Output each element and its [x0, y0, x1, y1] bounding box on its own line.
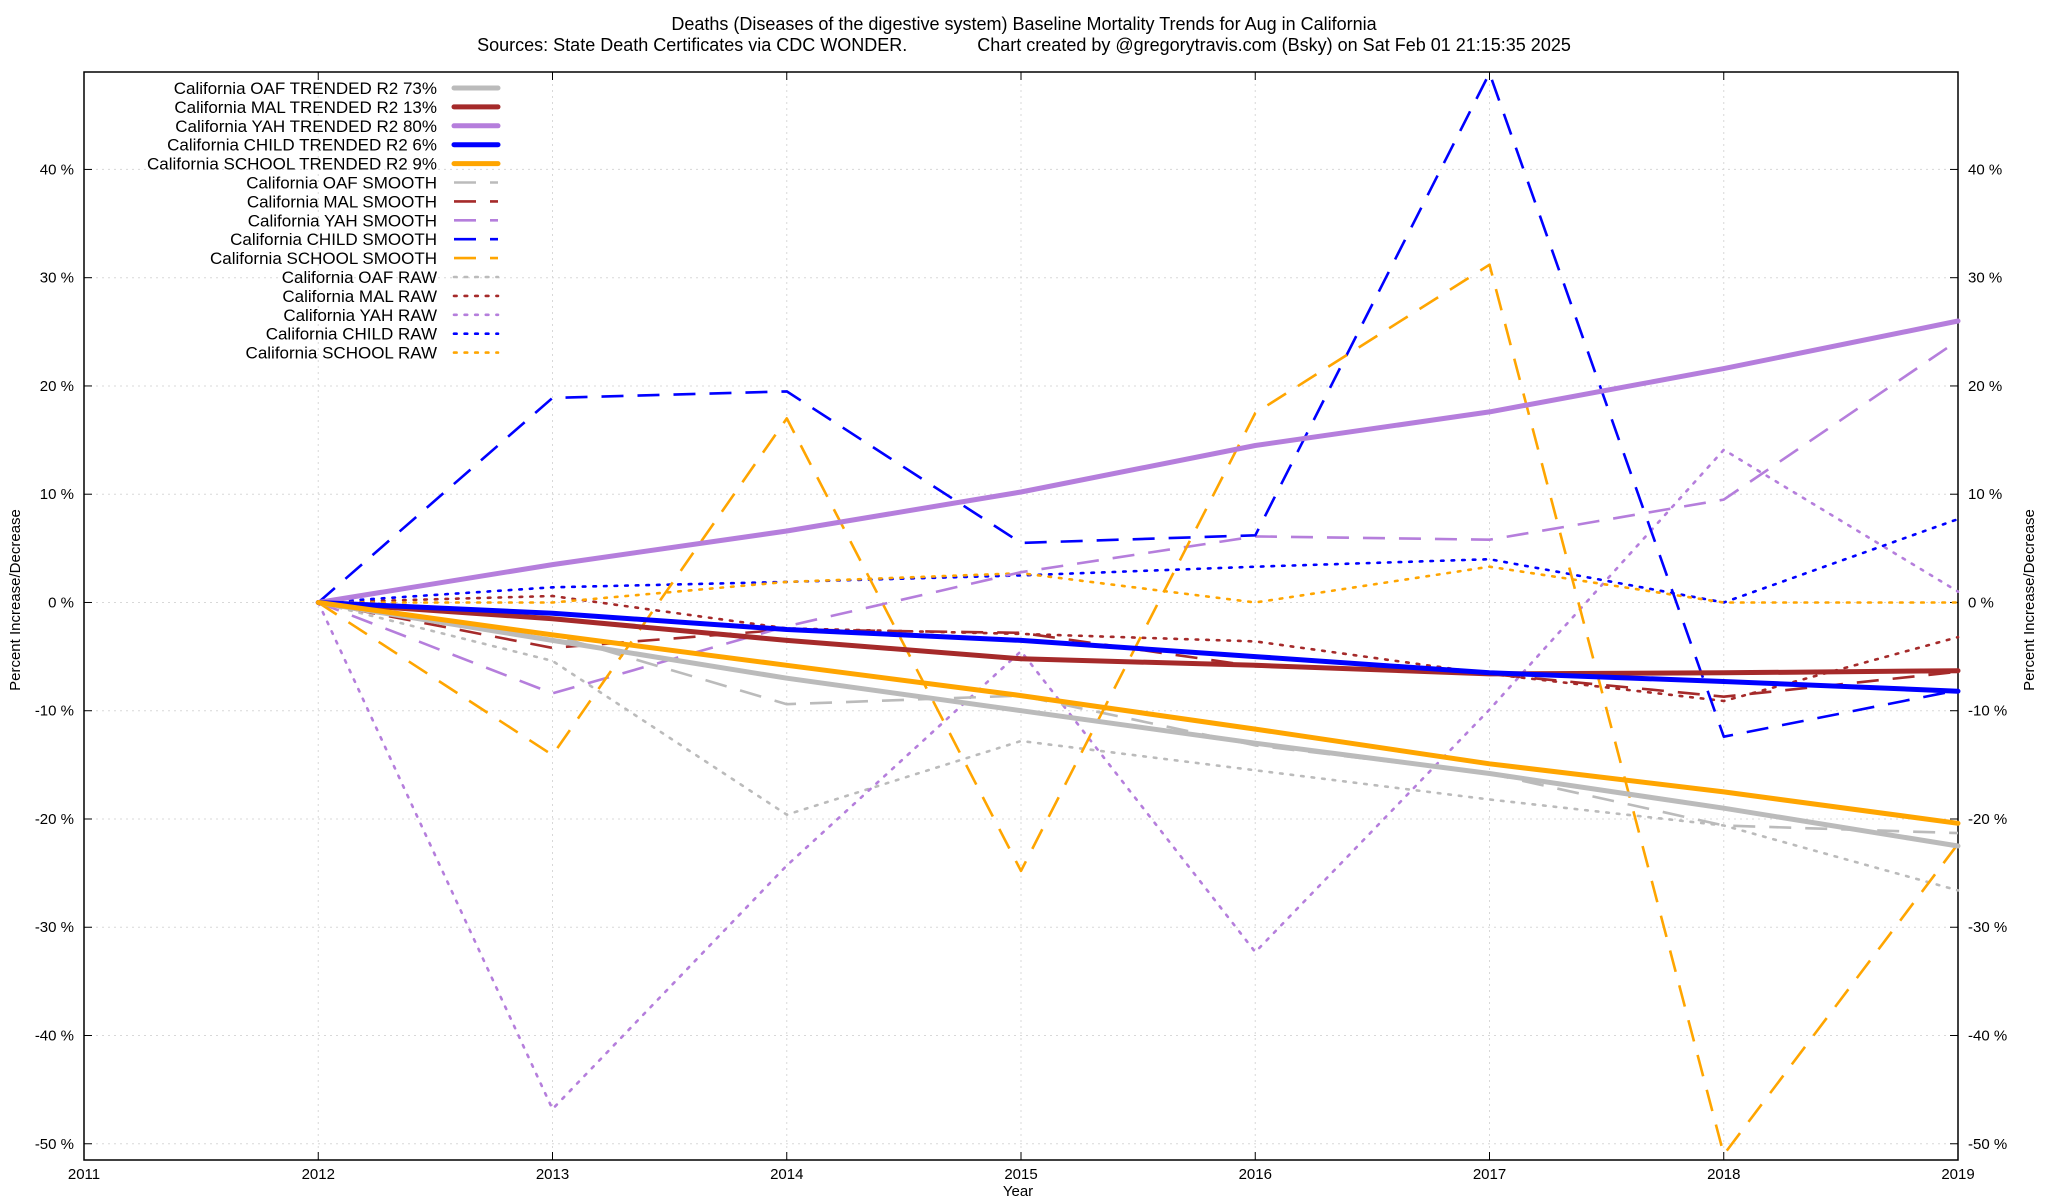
x-tick-label: 2013 [536, 1166, 569, 1183]
series-line-1 [315, 600, 1961, 677]
legend-label-12: California YAH RAW [283, 306, 437, 325]
y-tick-label: -20 % [35, 811, 74, 828]
legend-label-7: California YAH SMOOTH [248, 211, 437, 230]
series-line-10 [316, 601, 1960, 892]
legend-label-1: California MAL TRENDED R2 13% [174, 98, 437, 117]
legend-label-9: California SCHOOL SMOOTH [210, 249, 437, 268]
legend-label-4: California SCHOOL TRENDED R2 9% [147, 155, 437, 174]
axis-ticks: 2011 2012 2013 2014 2015 2016 2017 2018 2019 -50 … [35, 72, 2007, 1183]
y2-tick-label: -50 % [1968, 1136, 2007, 1153]
x-tick-label: 2014 [770, 1166, 803, 1183]
y-tick-label: 0 % [48, 594, 74, 611]
series-line-8 [317, 71, 1959, 739]
series-line-6 [318, 601, 1959, 699]
legend-label-3: California CHILD TRENDED R2 6% [167, 136, 437, 155]
y-tick-label: -30 % [35, 919, 74, 936]
chart-subtitle: Sources: State Death Certificates via CD… [477, 35, 1571, 55]
y2-tick-label: 10 % [1968, 486, 2002, 503]
y-tick-label: 40 % [40, 161, 74, 178]
x-tick-label: 2018 [1707, 1166, 1740, 1183]
chart-title: Deaths (Diseases of the digestive system… [671, 14, 1377, 34]
y2-tick-label: -10 % [1968, 703, 2007, 720]
y2-tick-label: 30 % [1968, 270, 2002, 287]
y2-tick-label: 0 % [1968, 594, 1994, 611]
legend-label-0: California OAF TRENDED R2 73% [174, 79, 437, 98]
y2-axis-label: Percent Increase/Decrease [2021, 509, 2038, 691]
series-line-7 [317, 339, 1959, 695]
y-tick-label: 20 % [40, 378, 74, 395]
x-tick-label: 2011 [68, 1166, 100, 1183]
y-tick-label: -50 % [35, 1136, 74, 1153]
y2-tick-label: 40 % [1968, 161, 2002, 178]
y2-tick-label: 20 % [1968, 378, 2002, 395]
y-tick-label: -40 % [35, 1028, 74, 1045]
legend-label-6: California MAL SMOOTH [247, 192, 437, 211]
x-axis-label: Year [1003, 1183, 1033, 1200]
y-tick-label: -10 % [35, 703, 74, 720]
legend-label-14: California SCHOOL RAW [246, 344, 437, 363]
legend-label-10: California OAF RAW [282, 268, 437, 287]
y-axis-label: Percent Increase/Decrease [7, 509, 24, 691]
series-line-3 [315, 600, 1961, 694]
x-tick-label: 2015 [1004, 1166, 1037, 1183]
legend-label-11: California MAL RAW [282, 287, 437, 306]
y2-tick-label: -20 % [1968, 811, 2007, 828]
y2-tick-label: -30 % [1968, 919, 2007, 936]
x-tick-label: 2016 [1239, 1166, 1272, 1183]
series-line-12 [316, 448, 1960, 1111]
series-line-0 [315, 600, 1961, 849]
legend-label-8: California CHILD SMOOTH [230, 230, 437, 249]
series-line-4 [315, 600, 1961, 826]
x-tick-label: 2019 [1941, 1166, 1974, 1183]
y2-tick-label: -40 % [1968, 1028, 2007, 1045]
x-tick-label: 2012 [302, 1166, 335, 1183]
series-line-13 [316, 517, 1960, 604]
y-tick-label: 30 % [40, 270, 74, 287]
series-line-9 [317, 263, 1960, 1156]
series-lines [315, 71, 1961, 1156]
legend-label-13: California CHILD RAW [266, 325, 437, 344]
legend: California OAF TRENDED R2 73%California … [147, 79, 501, 363]
series-line-2 [315, 318, 1961, 605]
legend-label-2: California YAH TRENDED R2 80% [175, 117, 437, 136]
series-line-5 [318, 601, 1959, 835]
y-tick-label: 10 % [40, 486, 74, 503]
legend-label-5: California OAF SMOOTH [246, 174, 437, 193]
x-tick-label: 2017 [1473, 1166, 1506, 1183]
